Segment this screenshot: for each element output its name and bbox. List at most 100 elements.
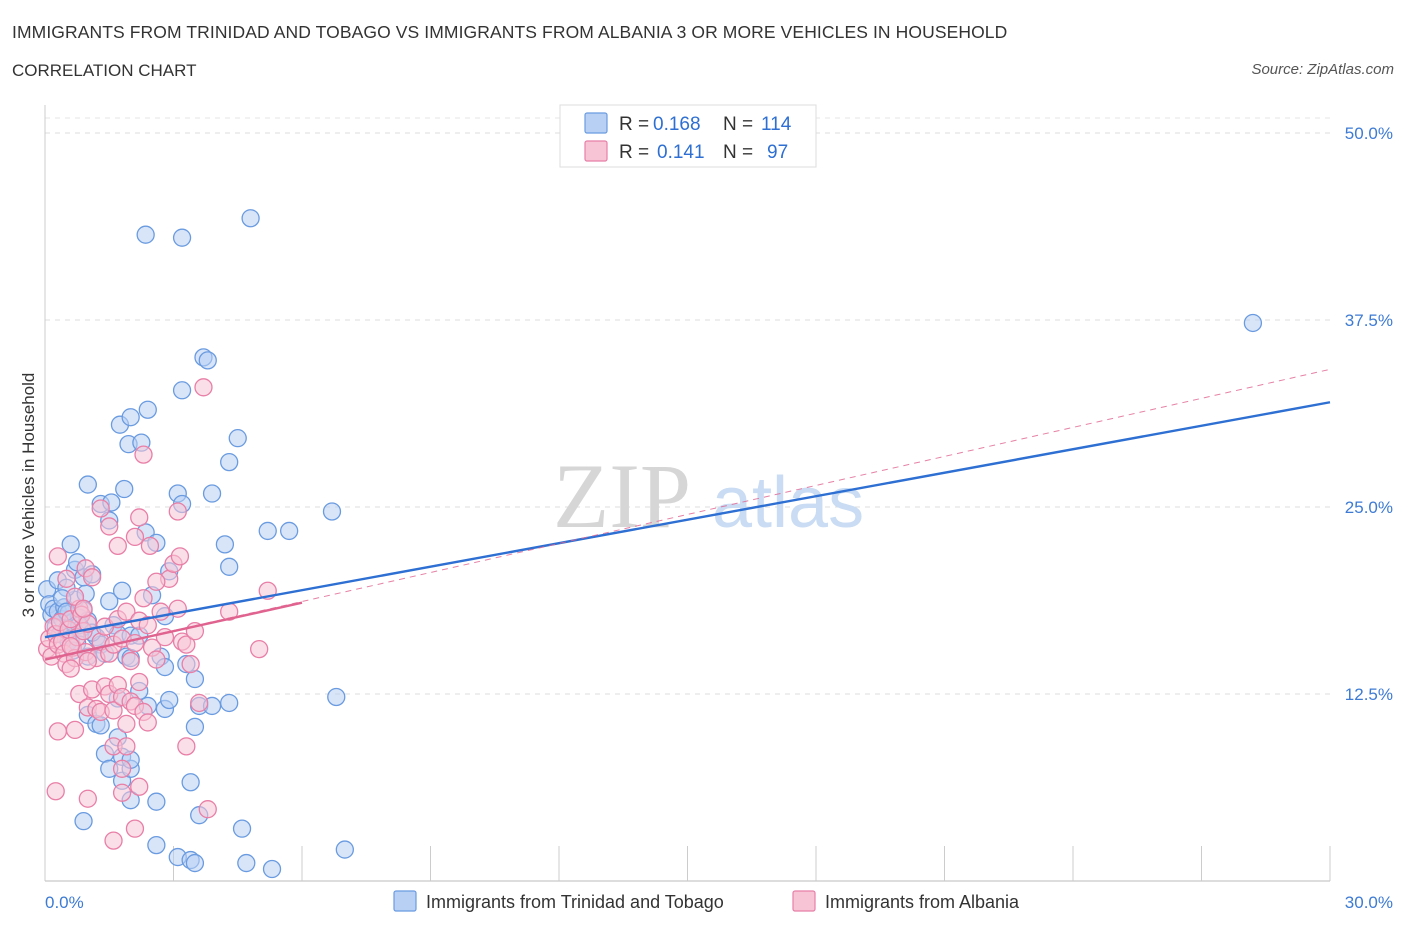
legend-n-label-2: N = (723, 142, 753, 163)
point-trinidad-62 (228, 429, 247, 448)
point-trinidad-77 (220, 693, 239, 713)
point-albania-87 (125, 819, 145, 838)
point-albania-20 (48, 547, 67, 566)
point-trinidad-98 (181, 773, 200, 792)
point-albania-85 (130, 777, 149, 796)
axes (44, 105, 1331, 882)
point-trinidad-58 (241, 209, 260, 228)
point-albania-37 (134, 589, 153, 608)
bottom-legend-label-albania: Immigrants from Albania (825, 892, 1020, 912)
point-albania-52 (108, 536, 127, 556)
point-trinidad-75 (185, 717, 205, 737)
y-tick-label-2: 37.5% (1345, 311, 1393, 330)
bottom-legend-label-trinidad: Immigrants from Trinidad and Tobago (426, 892, 724, 912)
point-trinidad-71 (322, 502, 342, 521)
point-albania-90 (46, 782, 65, 801)
legend-n-value-1: 114 (761, 114, 792, 135)
point-albania-86 (112, 783, 132, 802)
point-trinidad-110 (1243, 313, 1263, 333)
watermark-zip: ZIP (553, 445, 691, 547)
y-tick-label-1: 25.0% (1345, 498, 1393, 517)
point-albania-84 (112, 759, 132, 778)
y-tick-label-0: 12.5% (1345, 685, 1393, 704)
bottom-legend-swatch-trinidad (393, 890, 417, 912)
point-albania-51 (100, 517, 119, 536)
point-trinidad-66 (202, 484, 222, 503)
trend-line-trinidad (44, 401, 1331, 639)
point-trinidad-106 (262, 859, 282, 879)
gridlines (45, 117, 1330, 695)
legend: R = 0.168 N = 114 R = 0.141 N = 97 (559, 104, 817, 168)
point-albania-89 (190, 693, 209, 713)
legend-r-label-1: R = (619, 114, 649, 135)
point-trinidad-57 (136, 225, 155, 244)
point-albania-24 (82, 568, 102, 587)
point-trinidad-107 (232, 819, 252, 838)
point-albania-55 (134, 445, 153, 464)
point-trinidad-63 (220, 452, 239, 472)
trend-line-albania (44, 601, 303, 661)
point-trinidad-47 (115, 479, 134, 499)
point-trinidad-104 (185, 853, 205, 873)
point-trinidad-67 (215, 535, 235, 554)
point-albania-54 (130, 508, 149, 527)
point-albania-71 (104, 701, 123, 720)
chart-title: IMMIGRANTS FROM TRINIDAD AND TOBAGO VS I… (12, 22, 1008, 42)
point-albania-50 (91, 499, 110, 518)
point-albania-47 (177, 635, 196, 654)
x-tick-label-1: 30.0% (1345, 893, 1393, 912)
point-trinidad-24 (61, 535, 80, 554)
point-albania-34 (121, 651, 140, 671)
point-trinidad-56 (172, 228, 192, 247)
point-trinidad-69 (258, 521, 277, 541)
bottom-legend-swatch-albania (792, 890, 816, 912)
point-albania-91 (78, 789, 97, 808)
point-trinidad-97 (147, 792, 166, 811)
point-trinidad-73 (185, 669, 205, 689)
point-albania-60 (194, 378, 213, 397)
point-albania-59 (170, 547, 190, 566)
point-albania-33 (117, 602, 136, 621)
point-trinidad-70 (279, 521, 299, 541)
point-albania-58 (168, 502, 187, 521)
point-albania-57 (147, 572, 166, 591)
point-trinidad-101 (147, 835, 166, 855)
point-albania-88 (177, 737, 196, 756)
point-albania-93 (78, 651, 97, 671)
point-albania-53 (125, 527, 145, 547)
point-albania-74 (117, 714, 136, 734)
legend-r-value-2: 0.141 (657, 142, 705, 163)
point-albania-21 (57, 569, 76, 588)
point-albania-83 (117, 737, 136, 756)
point-trinidad-60 (198, 351, 217, 370)
point-albania-77 (130, 672, 149, 692)
x-tick-labels: 0.0% 30.0% (45, 893, 1393, 912)
point-trinidad-55 (121, 408, 140, 427)
legend-n-label-1: N = (723, 114, 753, 135)
chart-subtitle: CORRELATION CHART (12, 61, 197, 80)
point-albania-38 (138, 616, 157, 635)
point-trinidad-61 (172, 381, 192, 400)
legend-swatch-albania (584, 140, 608, 162)
point-albania-63 (250, 639, 269, 659)
point-trinidad-37 (112, 581, 132, 600)
point-albania-48 (181, 654, 200, 674)
point-albania-81 (65, 720, 85, 740)
point-trinidad-53 (138, 400, 157, 419)
point-albania-56 (140, 536, 160, 556)
watermark-atlas: atlas (712, 463, 864, 543)
point-trinidad-34 (100, 592, 119, 611)
point-trinidad-105 (237, 853, 256, 873)
legend-swatch-trinidad (584, 112, 608, 134)
point-albania-96 (74, 599, 93, 618)
point-albania-80 (48, 722, 67, 741)
point-trinidad-109 (327, 687, 346, 707)
point-trinidad-108 (335, 840, 354, 859)
point-trinidad-100 (74, 812, 93, 831)
point-trinidad-84 (160, 690, 179, 710)
y-tick-labels: 12.5% 25.0% 37.5% 50.0% (1345, 124, 1393, 704)
x-tick-label-0: 0.0% (45, 893, 84, 912)
data-points (37, 209, 1263, 879)
y-tick-label-3: 50.0% (1345, 124, 1393, 143)
point-trinidad-68 (220, 557, 239, 576)
